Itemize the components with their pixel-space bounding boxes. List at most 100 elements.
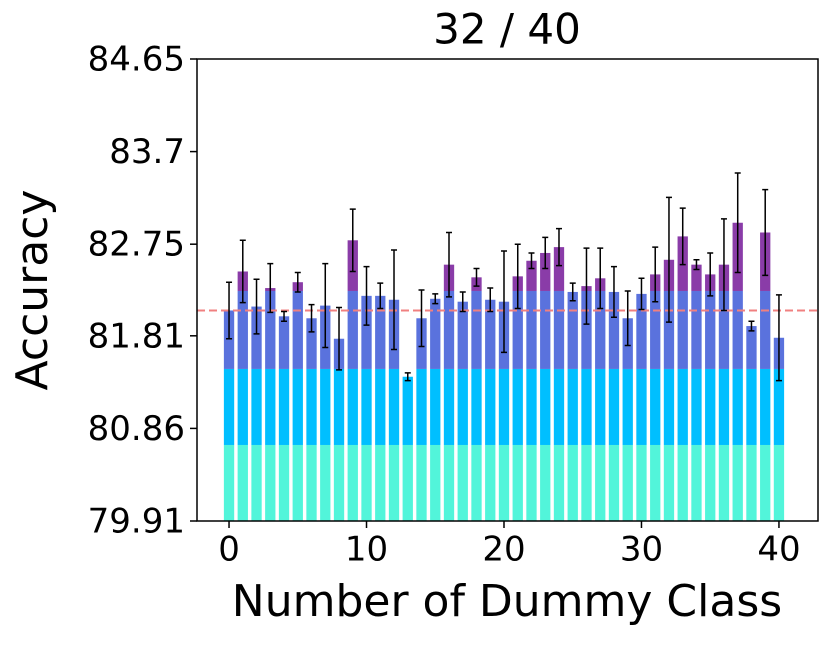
bar-segment	[388, 444, 400, 521]
bar-segment	[251, 368, 262, 445]
bar-segment	[430, 444, 441, 521]
error-bar	[500, 250, 507, 354]
error-bar	[624, 290, 631, 347]
bar-segment	[237, 290, 248, 369]
bar-segment	[622, 368, 633, 445]
bar-segment	[333, 368, 345, 445]
bar-segment	[347, 290, 358, 369]
bar-segment	[732, 444, 743, 521]
error-bar	[418, 289, 425, 348]
x-tick-label: 30	[620, 530, 663, 570]
bar-segment	[581, 444, 592, 521]
bar-segment	[306, 318, 317, 369]
bar-segment	[471, 368, 482, 445]
bar-segment	[677, 290, 688, 369]
error-bar	[281, 310, 288, 322]
bar-segment	[278, 316, 290, 369]
error-bar	[514, 243, 521, 310]
bar-segment	[718, 368, 730, 445]
bar-segment	[443, 290, 455, 369]
bar-segment	[485, 299, 496, 369]
bar-segment	[540, 252, 551, 291]
bar-segment	[705, 368, 716, 445]
bar-segment	[760, 444, 771, 521]
bar-segment	[347, 368, 358, 445]
bar-segment	[443, 368, 455, 445]
error-bar	[665, 196, 672, 323]
y-tick-label: 81.81	[88, 316, 185, 356]
bar-segment	[526, 368, 537, 445]
bar-segment	[650, 444, 661, 521]
error-bar	[294, 271, 301, 293]
error-bar	[363, 265, 370, 326]
bar-segment	[622, 444, 633, 521]
bar-segment	[320, 368, 331, 445]
bar-segment	[333, 444, 345, 521]
bar-segment	[306, 444, 317, 521]
bar-segment	[430, 298, 441, 369]
bar-segment	[650, 368, 661, 445]
bar-segment	[760, 368, 771, 445]
bar-segment	[375, 444, 386, 521]
bar-segment	[746, 326, 757, 369]
bar-segment	[347, 444, 358, 521]
bar-segment	[223, 444, 235, 521]
bar-segment	[526, 290, 537, 369]
y-tick-label: 84.65	[88, 40, 185, 80]
bar-segment	[636, 293, 647, 369]
bar-segment	[237, 368, 248, 445]
error-bar	[253, 278, 260, 335]
error-bar	[748, 320, 755, 332]
error-bar	[569, 282, 576, 302]
bar-segment	[265, 368, 276, 445]
bar-segment	[567, 444, 578, 521]
bar-segment	[278, 368, 290, 445]
bar-segment	[498, 368, 510, 445]
bar-segment	[471, 290, 482, 369]
bar-segment	[691, 264, 702, 291]
bar-segment	[663, 368, 675, 445]
bar-segment	[746, 444, 757, 521]
bar-segment	[361, 444, 372, 521]
bar-segment	[595, 368, 606, 445]
error-bar	[583, 247, 590, 325]
bar-segment	[402, 444, 413, 521]
bar-segment	[223, 368, 235, 445]
bar-segment	[608, 368, 620, 445]
error-bar	[446, 231, 453, 298]
bar-segment	[223, 310, 235, 369]
bar-segment	[251, 444, 262, 521]
plot-frame	[196, 58, 819, 522]
error-bar	[720, 218, 727, 312]
bar-segment	[375, 368, 386, 445]
bar-segment	[512, 290, 523, 369]
bar-segment	[526, 444, 537, 521]
error-bar	[542, 236, 549, 270]
x-tick-label: 20	[482, 530, 525, 570]
bar-segment	[265, 290, 276, 369]
bar-segment	[636, 444, 647, 521]
bar-segment	[485, 368, 496, 445]
bar-segment	[416, 444, 427, 521]
y-tick-label: 82.75	[88, 225, 185, 265]
bar-segment	[650, 290, 661, 369]
error-bar	[322, 262, 329, 349]
bar-segment	[581, 290, 592, 369]
error-bar	[652, 246, 659, 303]
error-bar	[308, 303, 315, 333]
bar-segment	[292, 368, 303, 445]
bar-segment	[540, 368, 551, 445]
bar-segment	[443, 444, 455, 521]
bar-segment	[251, 306, 262, 369]
bar-segment	[718, 444, 730, 521]
bar-segment	[663, 290, 675, 369]
error-bar	[336, 306, 343, 371]
error-bar	[239, 239, 246, 304]
bar-segment	[691, 444, 702, 521]
bar-segment	[595, 290, 606, 369]
bar-segment	[553, 368, 565, 445]
bar-segment	[677, 444, 688, 521]
bar-segment	[471, 444, 482, 521]
error-bar	[528, 252, 535, 270]
error-bar	[762, 188, 769, 277]
